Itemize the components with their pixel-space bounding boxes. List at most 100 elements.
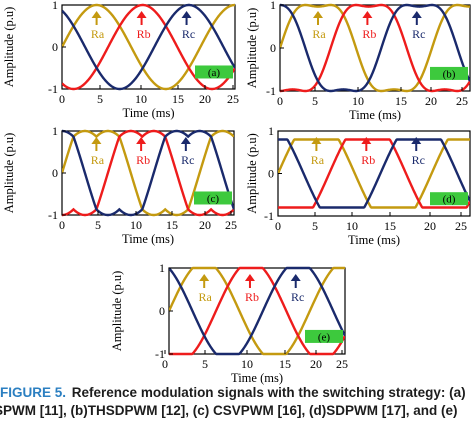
series-label-ra: Ra [91,27,105,41]
x-tick-label: 5 [312,94,318,108]
y-tick-label: 0 [270,41,276,55]
series-arrow-rc [181,11,192,18]
y-axis-label: Amplitude (p.u) [2,7,16,88]
figure-caption: FIGURE 5. Reference modulation signals w… [0,384,474,420]
x-tick-label: 10 [241,357,253,371]
series-line-rc [62,3,235,91]
panel-label: (c) [207,193,220,205]
series-arrow-rc [411,137,422,144]
y-tick-label: 0 [52,40,58,54]
x-tick-label: 5 [312,219,318,233]
y-axis-label: Amplitude (p.u) [110,271,124,352]
panel-label-box [305,329,343,343]
series-arrow-rb [244,274,255,281]
y-tick-label: 0 [52,166,58,180]
x-axis-label: Time (ms) [231,371,283,385]
y-tick-label: 1 [52,124,58,138]
series-label-rb: Rb [137,27,151,41]
x-tick-label: 15 [384,219,396,233]
x-tick-label: 25 [225,218,237,232]
x-tick-label: 15 [172,92,184,106]
panel-label: (b) [443,68,456,80]
x-tick-label: 0 [275,219,281,233]
y-tick-label: -1 [155,347,165,361]
series-line-rc [62,129,234,217]
panel-label-box [195,65,233,79]
series-line-rc [280,3,470,93]
series-line-ra [280,3,470,93]
series-label-rb: Rb [245,290,259,304]
x-tick-label: 25 [455,219,467,233]
x-tick-label: 5 [95,218,101,232]
series-label-ra: Ra [91,153,105,167]
panel-label: (e) [318,331,331,343]
series-line-ra [169,266,345,356]
x-tick-label: 0 [162,357,168,371]
x-tick-label: 15 [279,357,291,371]
x-tick-label: 10 [135,92,147,106]
x-axis-label: Time (ms) [123,106,175,120]
y-tick-label: 0 [268,167,274,181]
caption-line-1: FIGURE 5. Reference modulation signals w… [0,384,474,402]
x-tick-label: 20 [199,218,211,232]
series-label-rb: Rb [361,153,375,167]
x-tick-label: 0 [277,94,283,108]
series-label-rc: Rc [412,153,425,167]
caption-text-1: Reference modulation signals with the sw… [71,385,466,400]
series-line-rb [62,3,235,91]
series-label-rb: Rb [362,27,376,41]
x-tick-label: 5 [97,92,103,106]
series-line-rb [280,3,470,93]
series-label-rb: Rb [136,153,150,167]
y-tick-label: -1 [266,84,276,98]
series-arrow-rb [136,137,147,144]
y-tick-label: 1 [52,0,58,12]
series-arrow-ra [91,11,102,18]
series-arrow-rc [411,11,422,18]
x-tick-label: 15 [166,218,178,232]
panel-label-box [430,66,468,80]
series-label-ra: Ra [312,27,326,41]
y-tick-label: 1 [270,0,276,12]
x-tick-label: 0 [59,218,65,232]
caption-label: FIGURE 5. [0,385,67,400]
series-arrow-rc [180,137,191,144]
panel-label-box [194,191,232,205]
series-line-ra [62,129,234,217]
series-line-rb [278,138,470,209]
y-tick-label: 1 [159,261,165,275]
series-line-rc [169,266,345,356]
series-label-ra: Ra [311,153,325,167]
x-tick-label: 15 [395,94,407,108]
y-axis-label: Amplitude (p.u) [2,133,16,214]
series-arrow-ra [199,274,210,281]
series-line-ra [62,3,235,91]
x-tick-label: 10 [130,218,142,232]
panel-label: (a) [208,67,221,79]
x-axis-label: Time (ms) [122,232,174,246]
series-arrow-rb [136,11,147,18]
x-axis-label: Time (ms) [349,108,401,122]
series-arrow-rb [362,11,373,18]
series-arrow-rb [361,137,372,144]
y-tick-label: -1 [48,82,58,96]
x-tick-label: 0 [59,92,65,106]
series-label-rc: Rc [291,290,304,304]
series-arrow-rc [290,274,301,281]
series-label-rc: Rc [181,153,194,167]
x-tick-label: 25 [336,357,348,371]
series-line-rc [278,138,470,209]
x-tick-label: 25 [456,94,468,108]
y-tick-label: -1 [48,208,58,222]
panel-label-box [430,192,468,206]
x-tick-label: 20 [424,219,436,233]
x-tick-label: 5 [202,357,208,371]
y-axis-label: Amplitude (p.u) [245,133,259,214]
y-tick-label: 0 [159,304,165,318]
x-tick-label: 20 [199,92,211,106]
series-arrow-ra [91,137,102,144]
